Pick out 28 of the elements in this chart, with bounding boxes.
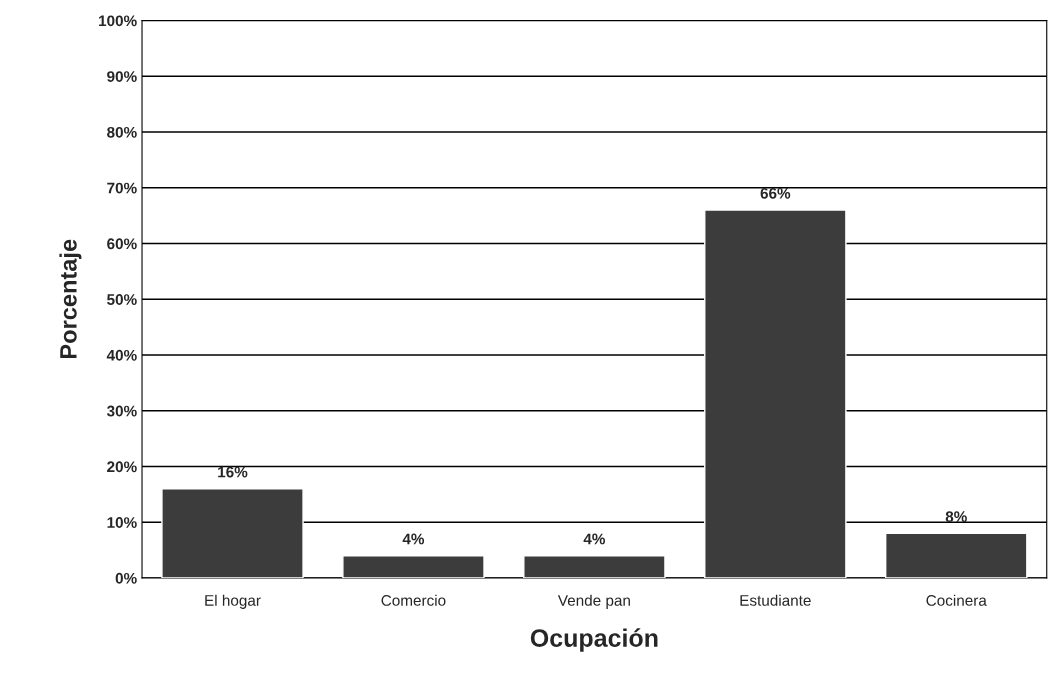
x-tick-label: Estudiante [740,594,811,606]
x-tick-label: Cocinera [926,594,987,606]
y-tick-label: 50% [107,294,137,305]
y-tick-label: 60% [107,238,137,250]
y-tick-label: 0% [115,572,137,584]
bar [704,209,847,578]
x-tick-label: Comercio [381,594,446,606]
bar [342,554,485,578]
x-axis-title: Ocupación [530,628,658,652]
data-label: 16% [218,466,248,478]
y-axis-title: Porcentaje [59,239,82,359]
bar [523,554,666,578]
bar [885,532,1028,578]
x-tick-label: El hogar [205,594,261,609]
data-label: 4% [402,533,425,545]
y-tick-label: 10% [107,517,137,528]
data-label: 4% [583,533,606,545]
x-tick-label: Vende pan [557,594,630,609]
bar [161,488,304,578]
y-tick-label: 80% [107,126,137,138]
data-label: 66% [760,187,791,199]
y-tick-label: 30% [106,405,137,417]
y-tick-label: 40% [106,349,137,361]
y-tick-label: 100% [99,15,137,27]
y-tick-label: 90% [107,71,137,82]
y-tick-label: 70% [107,182,137,194]
data-label: 8% [945,511,967,523]
y-tick-label: 20% [107,461,137,473]
